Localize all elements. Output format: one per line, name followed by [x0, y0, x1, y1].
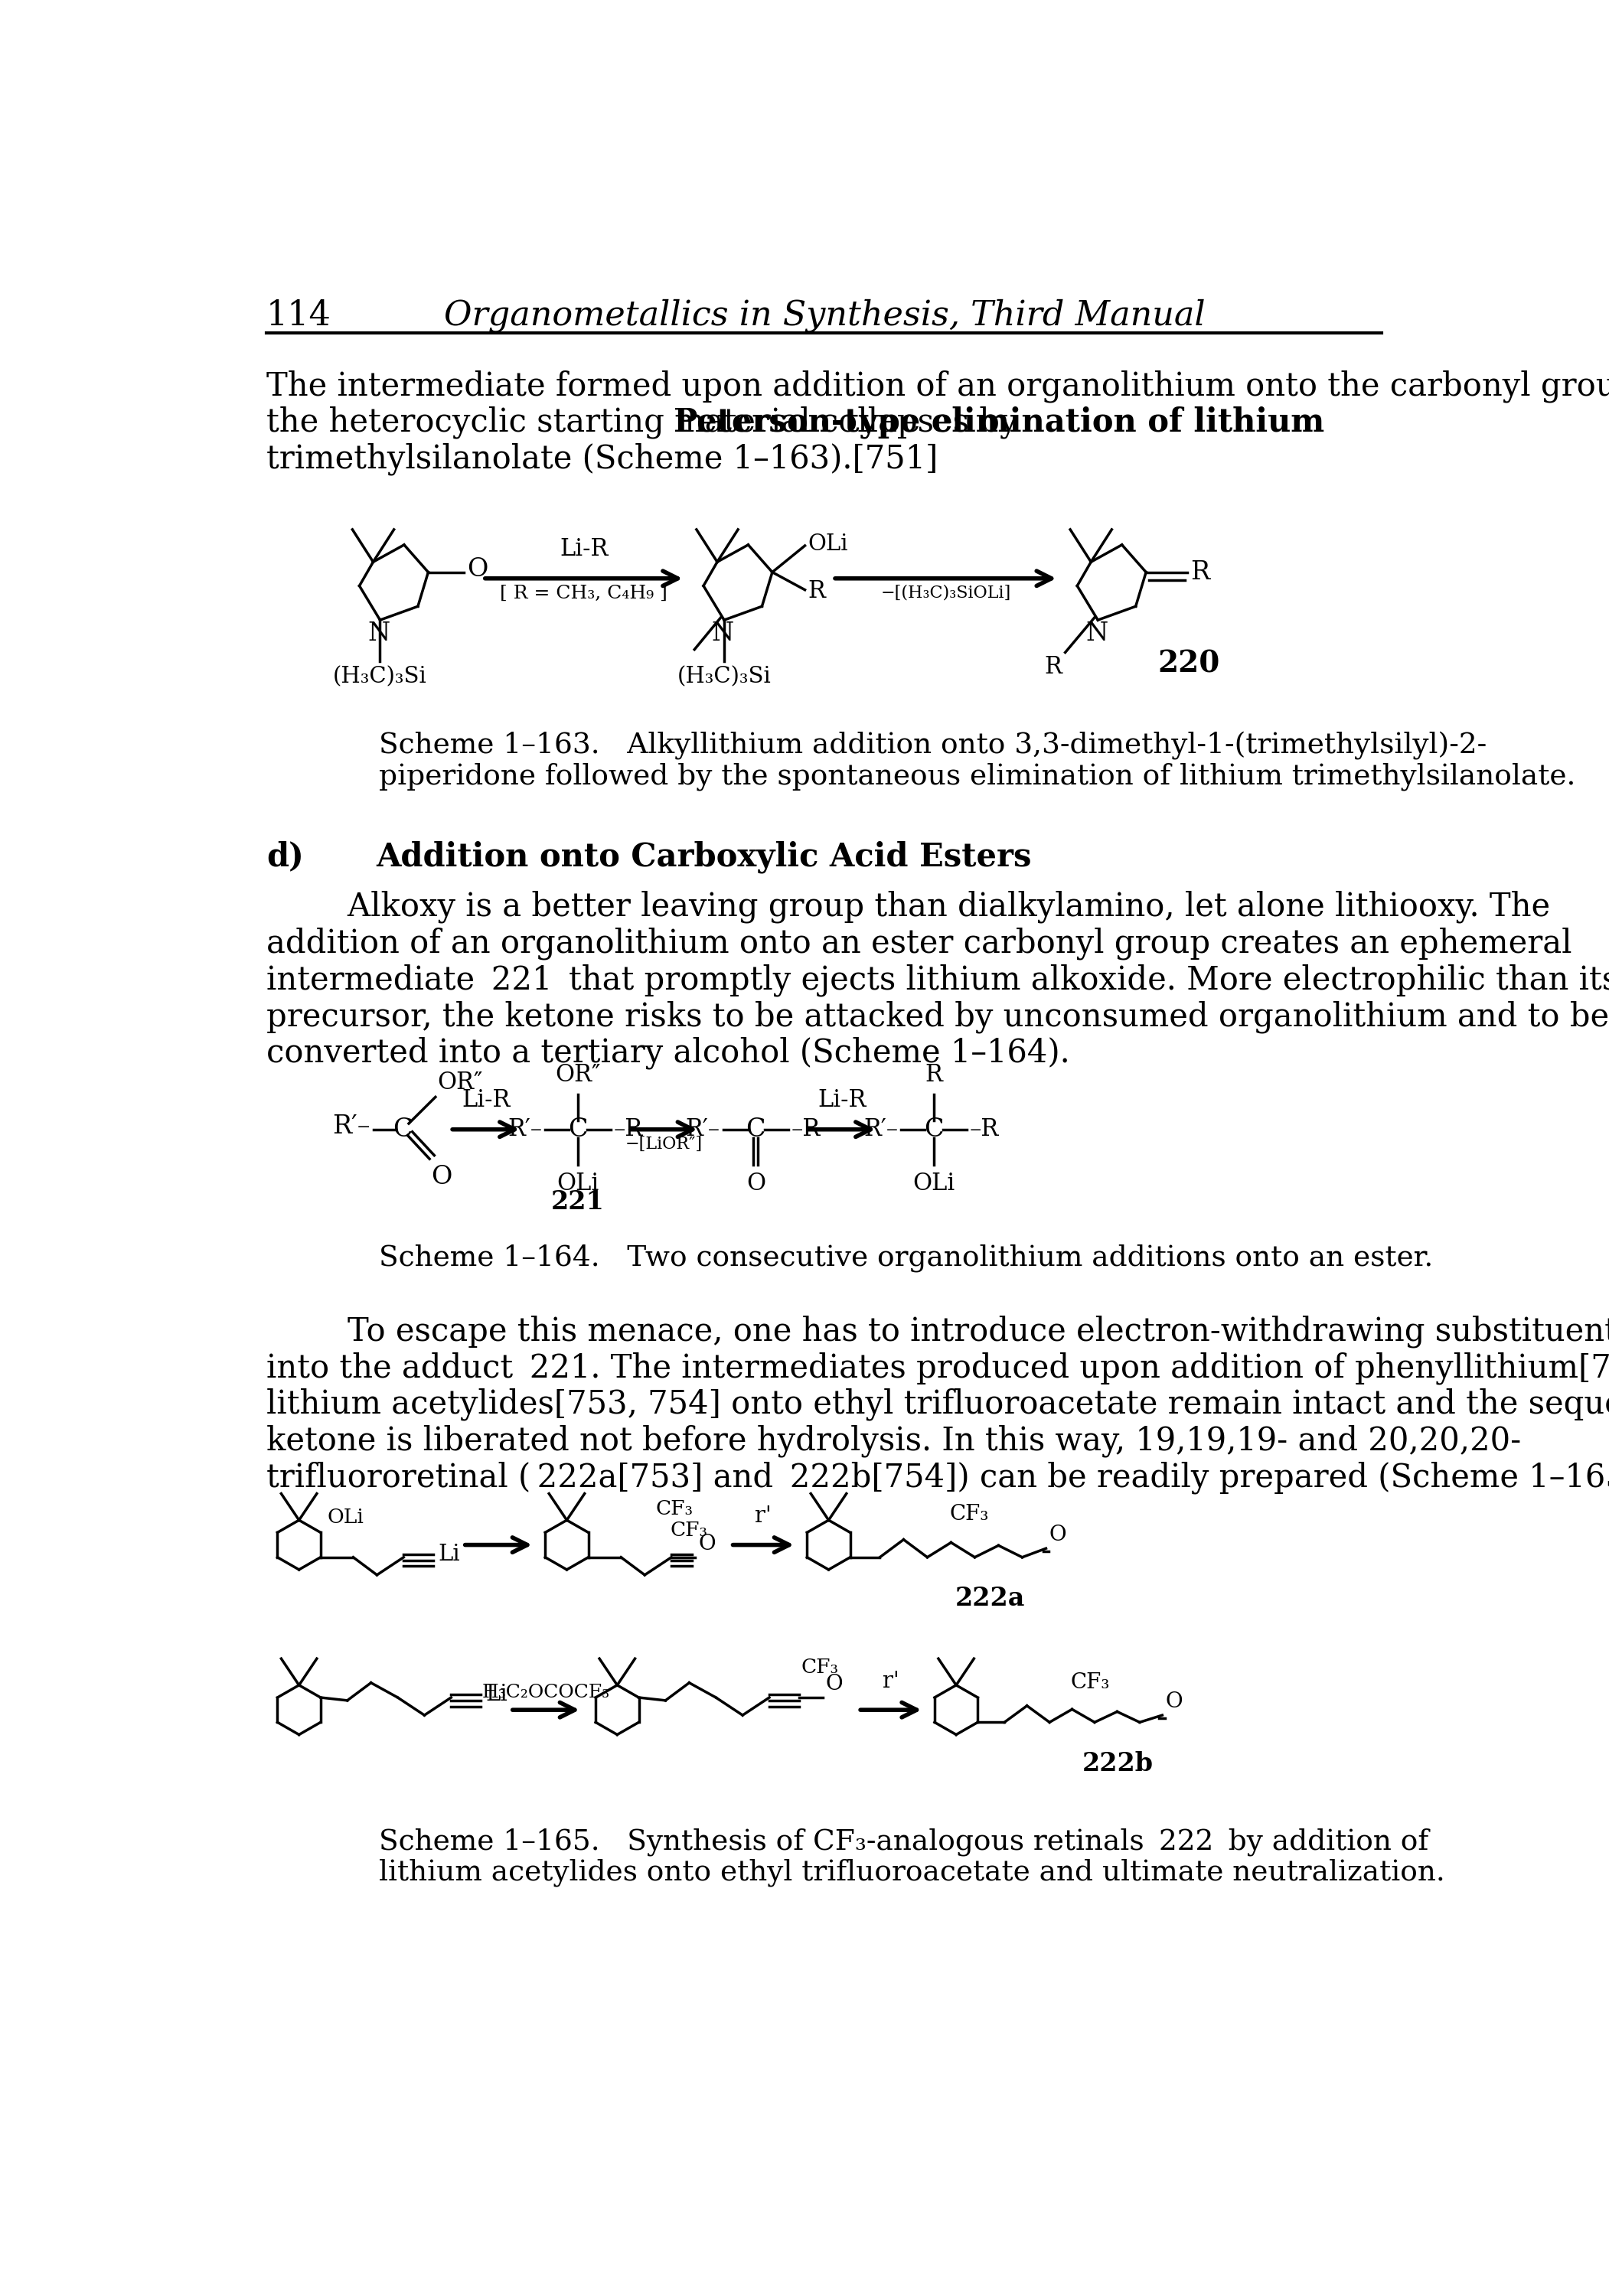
Text: R: R — [1044, 654, 1062, 680]
Text: Scheme 1–165.   Synthesis of CF₃-analogous retinals  222  by addition of: Scheme 1–165. Synthesis of CF₃-analogous… — [380, 1828, 1429, 1855]
Text: Peterson-type elimination of lithium: Peterson-type elimination of lithium — [674, 406, 1324, 439]
Text: trifluororetinal ( 222a[753] and  222b[754]) can be readily prepared (Scheme 1–1: trifluororetinal ( 222a[753] and 222b[75… — [267, 1460, 1609, 1495]
Text: d): d) — [267, 840, 304, 872]
Text: 222b: 222b — [1081, 1752, 1154, 1777]
Text: CF₃: CF₃ — [656, 1499, 693, 1518]
Text: CF₃: CF₃ — [671, 1520, 708, 1541]
Text: OR″: OR″ — [555, 1063, 600, 1086]
Text: R′–: R′– — [333, 1114, 370, 1139]
Text: R′–: R′– — [685, 1118, 721, 1141]
Text: piperidone followed by the spontaneous elimination of lithium trimethylsilanolat: piperidone followed by the spontaneous e… — [380, 762, 1575, 790]
Text: CF₃: CF₃ — [949, 1504, 988, 1525]
Text: OLi: OLi — [808, 533, 848, 556]
Text: Li-R: Li-R — [817, 1088, 866, 1111]
Text: Li-R: Li-R — [462, 1088, 510, 1111]
Text: H₃C₂OCOCF₃: H₃C₂OCOCF₃ — [483, 1683, 610, 1701]
Text: O: O — [747, 1171, 766, 1196]
Text: Li-R: Li-R — [560, 537, 608, 560]
Text: –R: –R — [613, 1118, 642, 1141]
Text: –R: –R — [969, 1118, 999, 1141]
Text: O: O — [1049, 1525, 1067, 1545]
Text: precursor, the ketone risks to be attacked by unconsumed organolithium and to be: precursor, the ketone risks to be attack… — [267, 1001, 1609, 1033]
Text: −[LiOR″]: −[LiOR″] — [626, 1134, 703, 1153]
Text: The intermediate formed upon addition of an organolithium onto the carbonyl grou: The intermediate formed upon addition of… — [267, 370, 1609, 402]
Text: Organometallics in Synthesis, Third Manual: Organometallics in Synthesis, Third Manu… — [444, 298, 1205, 333]
Text: Li: Li — [486, 1683, 507, 1706]
Text: OR″: OR″ — [438, 1070, 483, 1095]
Text: the heterocyclic starting material collapses by: the heterocyclic starting material colla… — [267, 406, 1028, 439]
Text: R: R — [1191, 560, 1210, 585]
Text: O: O — [1165, 1692, 1183, 1713]
Text: lithium acetylides[753, 754] onto ethyl trifluoroacetate remain intact and the s: lithium acetylides[753, 754] onto ethyl … — [267, 1389, 1609, 1421]
Text: Addition onto Carboxylic Acid Esters: Addition onto Carboxylic Acid Esters — [377, 840, 1031, 872]
Text: (H₃C)₃Si: (H₃C)₃Si — [677, 666, 771, 687]
Text: R′–: R′– — [508, 1118, 542, 1141]
Text: −[(H₃C)₃SiOLi]: −[(H₃C)₃SiOLi] — [880, 583, 1010, 602]
Text: R: R — [808, 579, 825, 604]
Text: N: N — [368, 622, 389, 645]
Text: N: N — [1086, 622, 1109, 645]
Text: CF₃: CF₃ — [801, 1658, 838, 1676]
Text: Li: Li — [438, 1543, 460, 1566]
Text: 114: 114 — [267, 298, 331, 333]
Text: intermediate  221  that promptly ejects lithium alkoxide. More electrophilic tha: intermediate 221 that promptly ejects li… — [267, 964, 1609, 996]
Text: Scheme 1–164.   Two consecutive organolithium additions onto an ester.: Scheme 1–164. Two consecutive organolith… — [380, 1244, 1434, 1272]
Text: O: O — [825, 1674, 843, 1694]
Text: into the adduct  221. The intermediates produced upon addition of phenyllithium[: into the adduct 221. The intermediates p… — [267, 1352, 1609, 1384]
Text: Scheme 1–163.   Alkyllithium addition onto 3,3-dimethyl-1-(trimethylsilyl)-2-: Scheme 1–163. Alkyllithium addition onto… — [380, 732, 1487, 760]
Text: 220: 220 — [1158, 650, 1220, 677]
Text: –R: –R — [792, 1118, 821, 1141]
Text: 221: 221 — [552, 1189, 605, 1215]
Text: r': r' — [882, 1671, 899, 1692]
Text: ketone is liberated not before hydrolysis. In this way, 19,19,19- and 20,20,20-: ketone is liberated not before hydrolysi… — [267, 1424, 1521, 1458]
Text: CF₃: CF₃ — [1070, 1671, 1110, 1692]
Text: C: C — [393, 1118, 412, 1141]
Text: trimethylsilanolate (Scheme 1–163).[751]: trimethylsilanolate (Scheme 1–163).[751] — [267, 443, 938, 475]
Text: 222a: 222a — [956, 1587, 1025, 1612]
Text: converted into a tertiary alcohol (Scheme 1–164).: converted into a tertiary alcohol (Schem… — [267, 1038, 1070, 1070]
Text: R: R — [925, 1063, 943, 1086]
Text: O: O — [698, 1534, 716, 1554]
Text: C: C — [924, 1118, 943, 1141]
Text: O: O — [467, 558, 488, 581]
Text: O: O — [431, 1164, 452, 1189]
Text: N: N — [711, 622, 734, 645]
Text: lithium acetylides onto ethyl trifluoroacetate and ultimate neutralization.: lithium acetylides onto ethyl trifluoroa… — [380, 1857, 1445, 1887]
Text: (H₃C)₃Si: (H₃C)₃Si — [333, 666, 426, 687]
Text: To escape this menace, one has to introduce electron-withdrawing substituents: To escape this menace, one has to introd… — [267, 1316, 1609, 1348]
Text: OLi: OLi — [327, 1508, 364, 1527]
Text: R′–: R′– — [864, 1118, 898, 1141]
Text: Alkoxy is a better leaving group than dialkylamino, let alone lithiooxy. The: Alkoxy is a better leaving group than di… — [267, 891, 1549, 923]
Text: [ R = CH₃, C₄H₉ ]: [ R = CH₃, C₄H₉ ] — [500, 583, 668, 602]
Text: addition of an organolithium onto an ester carbonyl group creates an ephemeral: addition of an organolithium onto an est… — [267, 928, 1572, 960]
Text: r': r' — [755, 1506, 772, 1527]
Text: C: C — [568, 1118, 587, 1141]
Text: C: C — [747, 1118, 766, 1141]
Text: OLi: OLi — [912, 1171, 954, 1196]
Text: OLi: OLi — [557, 1171, 599, 1196]
